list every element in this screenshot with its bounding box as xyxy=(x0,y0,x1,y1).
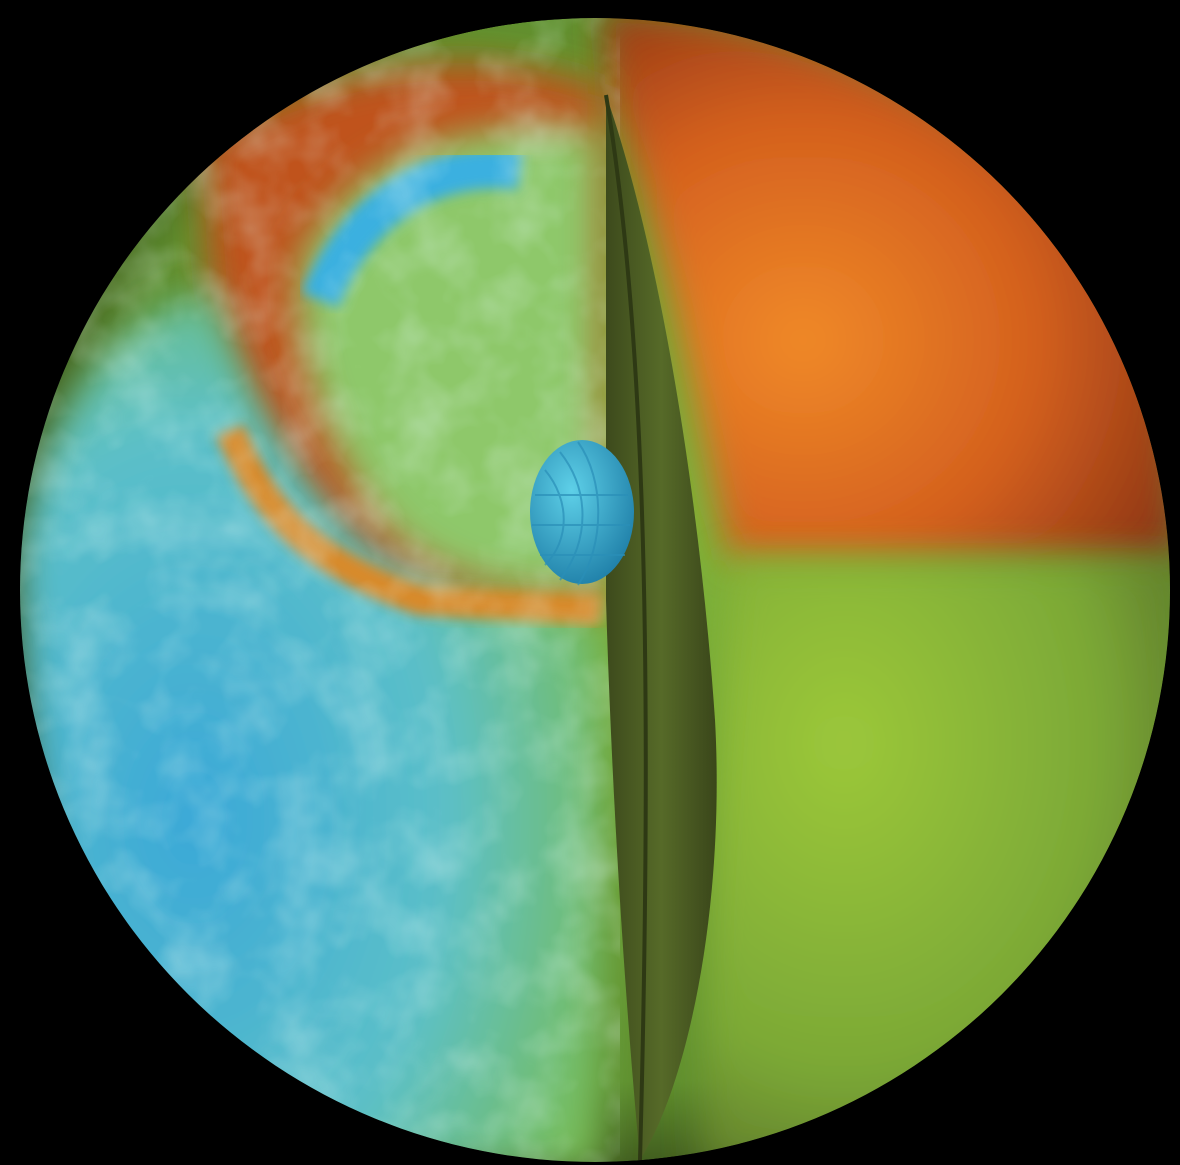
blade-edge xyxy=(604,94,648,1161)
core-texture xyxy=(532,441,630,586)
upper-right-region xyxy=(600,18,1170,560)
